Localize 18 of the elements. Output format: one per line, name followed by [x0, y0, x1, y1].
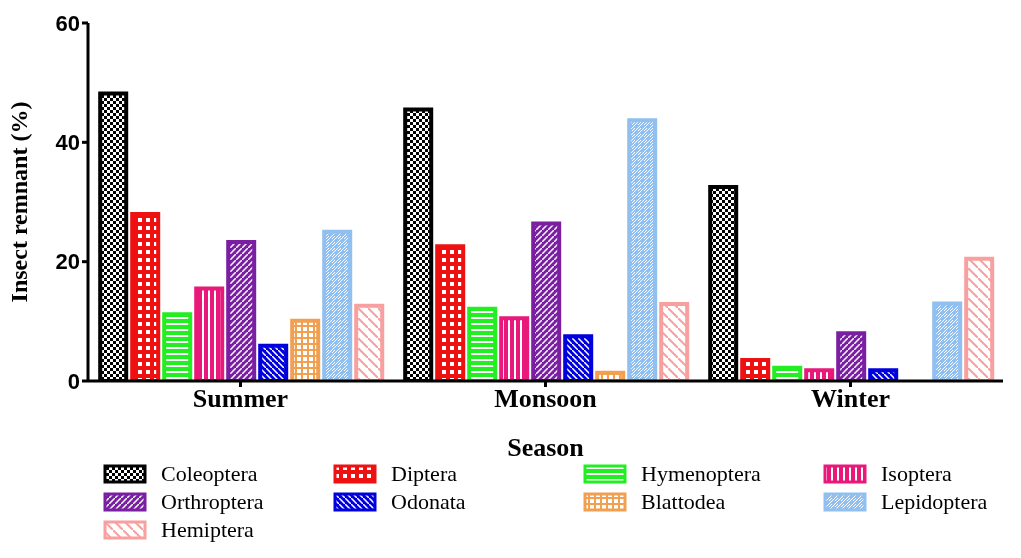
legend-label: Isoptera [881, 461, 952, 487]
x-tick-label: Winter [811, 384, 890, 414]
legend-label: Hymenoptera [641, 461, 761, 487]
y-tick-label: 40 [55, 130, 80, 156]
legend-label: Coleoptera [161, 461, 258, 487]
x-axis-title: Season [507, 433, 585, 462]
legend-label: Orthroptera [161, 489, 264, 515]
legend-label: Blattodea [641, 489, 726, 515]
y-tick-label: 0 [67, 368, 80, 394]
y-tick-label: 60 [55, 10, 80, 36]
legend-label: Diptera [391, 461, 457, 487]
y-tick-label: 20 [55, 249, 80, 275]
legend-label: Odonata [391, 489, 466, 515]
legend-label: Hemiptera [161, 517, 254, 543]
x-tick-label: Summer [192, 384, 289, 414]
legend-label: Lepidoptera [881, 489, 988, 515]
y-axis-title: Insect remnant (%) [5, 101, 32, 303]
x-tick-label: Monsoon [494, 384, 598, 414]
